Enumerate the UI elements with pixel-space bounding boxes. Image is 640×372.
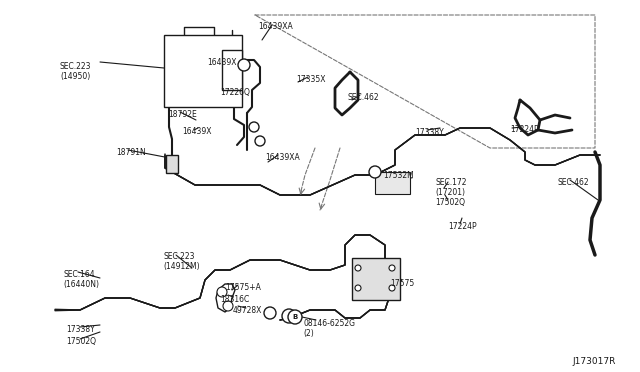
Text: 17224P: 17224P (448, 222, 477, 231)
Text: 49728X: 49728X (233, 306, 262, 315)
Circle shape (223, 301, 233, 311)
Circle shape (264, 307, 276, 319)
Text: SEC.223
(14950): SEC.223 (14950) (60, 62, 92, 81)
Text: J173017R: J173017R (572, 357, 616, 366)
Text: SEC.223
(14912M): SEC.223 (14912M) (163, 252, 200, 272)
Circle shape (355, 285, 361, 291)
Bar (352, 258, 400, 300)
Text: 17226Q: 17226Q (220, 88, 250, 97)
Text: SEC.164
(16440N): SEC.164 (16440N) (63, 270, 99, 289)
Circle shape (238, 59, 250, 71)
Text: 18791N: 18791N (116, 148, 146, 157)
Text: 17502Q: 17502Q (435, 198, 465, 207)
Circle shape (288, 310, 302, 324)
Text: 17224P: 17224P (510, 125, 539, 134)
Circle shape (369, 166, 381, 178)
Text: 17575: 17575 (390, 279, 414, 288)
Circle shape (282, 309, 296, 323)
Text: SEC.172
(17201): SEC.172 (17201) (435, 178, 467, 198)
Text: 17338Y: 17338Y (415, 128, 444, 137)
Text: SEC.462: SEC.462 (348, 93, 380, 102)
Bar (164, 35, 242, 107)
Circle shape (255, 136, 265, 146)
Text: 17532M: 17532M (383, 171, 413, 180)
Bar (166, 155, 178, 173)
Text: 17335X: 17335X (296, 75, 326, 84)
Text: 16439X: 16439X (182, 127, 211, 136)
Text: 16439XA: 16439XA (258, 22, 292, 31)
Bar (375, 172, 410, 194)
Text: 17575+A: 17575+A (225, 283, 261, 292)
Text: SEC.462: SEC.462 (558, 178, 589, 187)
Circle shape (217, 287, 227, 297)
Circle shape (249, 122, 259, 132)
Circle shape (389, 285, 395, 291)
Text: 17502Q: 17502Q (66, 337, 96, 346)
Text: B: B (292, 314, 298, 320)
Text: 16439X: 16439X (207, 58, 237, 67)
Circle shape (355, 265, 361, 271)
Text: 18792E: 18792E (168, 110, 196, 119)
Bar (222, 50, 242, 90)
Text: 16439XA: 16439XA (265, 153, 300, 162)
Text: 17338Y: 17338Y (66, 325, 95, 334)
Text: 18316C: 18316C (220, 295, 249, 304)
Text: 08146-6252G
(2): 08146-6252G (2) (303, 319, 355, 339)
Circle shape (389, 265, 395, 271)
